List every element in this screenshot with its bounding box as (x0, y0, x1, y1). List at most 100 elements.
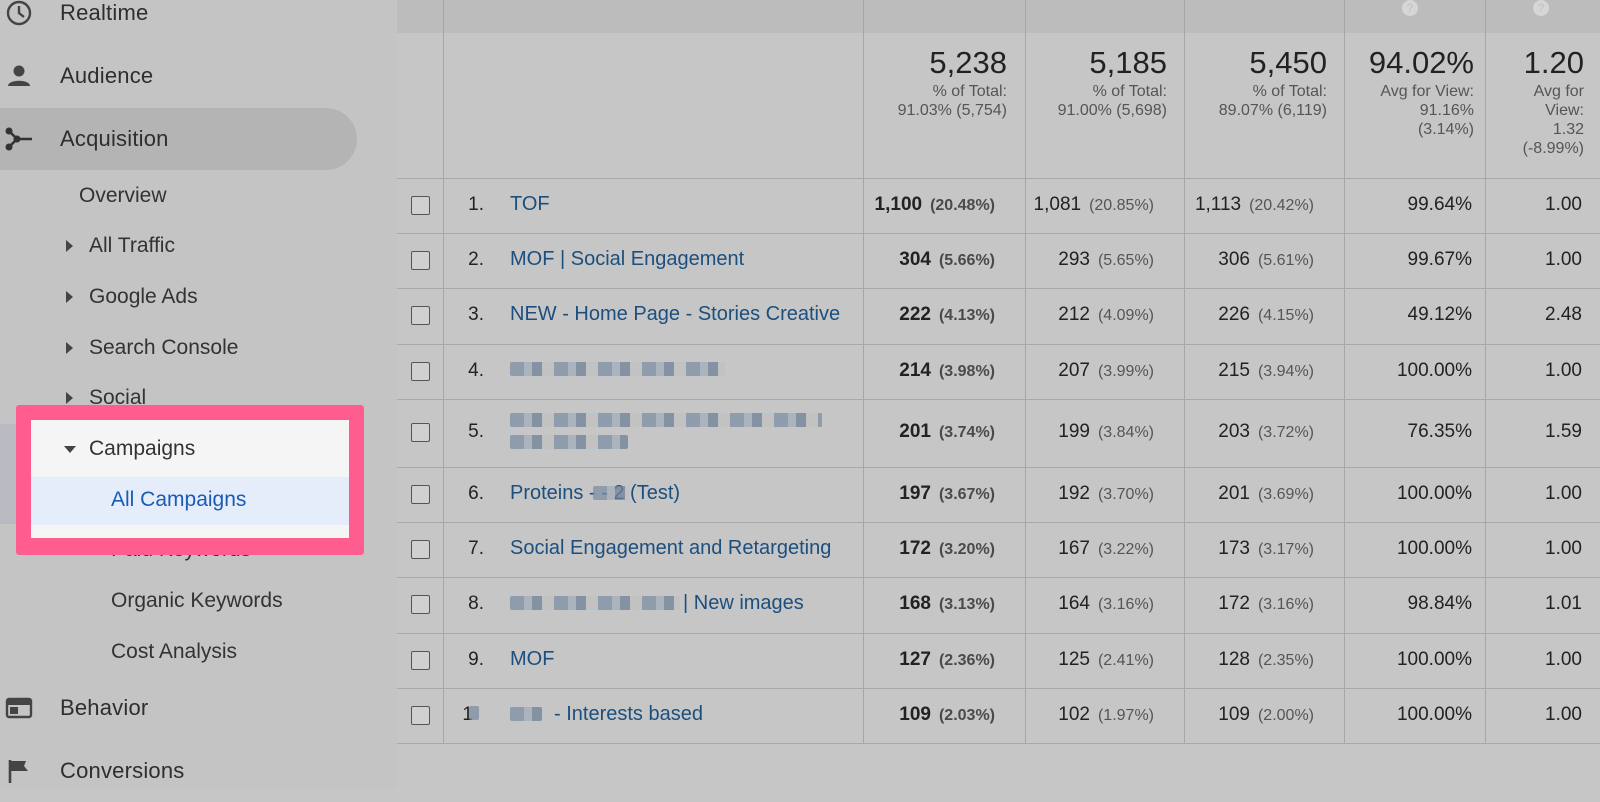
rate-cell: 100.00% (1396, 538, 1472, 559)
cell-percent: (20.48%) (930, 197, 995, 214)
column-divider (863, 0, 864, 744)
campaign-link[interactable]: NEW - Home Page - Stories Creative (510, 303, 841, 325)
acquisition-icon (5, 127, 32, 151)
cell-value: 214 (899, 360, 931, 381)
nav-behavior[interactable]: Behavior (0, 677, 357, 739)
sessions-cell: 127 (2.36%) (899, 649, 995, 671)
nav-organic-keywords[interactable]: Organic Keywords (0, 579, 357, 623)
rate-cell: 99.67% (1407, 249, 1472, 270)
row-divider (397, 233, 1600, 234)
row-checkbox[interactable] (411, 540, 430, 559)
caret-right-icon (66, 342, 73, 354)
table-row[interactable]: 9. MOF 127 (2.36%) 125 (2.41%) 128 (2.35%) … (397, 633, 1600, 688)
cell-percent: (5.66%) (938, 252, 995, 269)
table-row[interactable]: 8. | New images 168 (3.13%) 164 (3.16%) 17… (397, 577, 1600, 633)
table-row[interactable]: 6. Proteins - - 2 (Test) 197(3.67%) 192(… (397, 467, 1600, 522)
redacted-text (510, 413, 822, 427)
rate-cell: 98.84% (1407, 593, 1472, 614)
campaign-link[interactable]: MOF | Social Engagement (510, 248, 745, 270)
sessions-cell: 172 (3.20%) (899, 538, 995, 560)
campaign-link[interactable]: MOF (510, 648, 555, 670)
row-checkbox[interactable] (411, 706, 430, 725)
pageviews-cell: 215 (3.94%) (1218, 360, 1314, 382)
row-checkbox[interactable] (411, 651, 430, 670)
campaign-link[interactable]: TOF (510, 193, 550, 215)
nav-google-ads[interactable]: Google Ads (0, 275, 357, 319)
nav-audience[interactable]: Audience (0, 45, 357, 107)
row-checkbox[interactable] (411, 306, 430, 325)
cell-value: 306 (1218, 249, 1250, 270)
ratio-cell: 1.00 (1545, 649, 1582, 670)
row-checkbox[interactable] (411, 251, 430, 270)
nav-overview[interactable]: Overview (0, 174, 357, 218)
users-cell: 212 (4.09%) (1058, 304, 1154, 326)
total-caption: Avg for View: (1380, 83, 1474, 100)
nav-realtime[interactable]: Realtime (0, 0, 357, 44)
nav-search-console[interactable]: Search Console (0, 326, 357, 370)
row-divider (397, 288, 1600, 289)
person-icon (8, 65, 30, 86)
row-checkbox[interactable] (411, 196, 430, 215)
rate-cell: 100.00% (1396, 360, 1472, 381)
table-row[interactable]: 1 - Interests based 109 (2.03%) 102 (1.97%… (397, 688, 1600, 743)
ratio-cell: 1.00 (1545, 194, 1582, 215)
cell-value: 203 (1218, 421, 1250, 442)
nav-all-traffic[interactable]: All Traffic (0, 224, 357, 268)
nav-all-campaigns[interactable]: All Campaigns (0, 478, 357, 522)
total-value: 1.20 (1523, 45, 1584, 80)
nav-conversions[interactable]: Conversions (0, 740, 357, 802)
pageviews-cell: 201 (3.69%) (1218, 483, 1314, 505)
row-divider (397, 467, 1600, 468)
row-checkbox[interactable] (411, 423, 430, 442)
campaign-link[interactable]: | New images (683, 592, 804, 614)
table-row[interactable]: 7. Social Engagement and Retargeting 172… (397, 522, 1600, 577)
nav-cost-analysis[interactable]: Cost Analysis (0, 630, 357, 674)
users-cell: 167 (3.22%) (1058, 538, 1154, 560)
cell-percent: (3.17%) (1257, 541, 1314, 558)
total-caption: View: (1545, 102, 1584, 119)
row-divider (397, 178, 1600, 179)
row-checkbox[interactable] (411, 485, 430, 504)
total-caption: (3.14%) (1417, 121, 1474, 138)
table-row[interactable]: 1. TOF 1,100 (20.48%) 1,081 (20.85%) 1,113… (397, 178, 1600, 233)
campaign-link[interactable]: Social Engagement and Retargeting (510, 537, 832, 559)
row-checkbox[interactable] (411, 595, 430, 614)
users-cell: 207 (3.99%) (1058, 360, 1154, 382)
sessions-cell: 109 (2.03%) (899, 704, 995, 726)
caret-right-icon (66, 392, 73, 404)
table-row[interactable]: 5. 201 (3.74%) 199 (3.84%) 203 (3.72%) 76.3… (397, 399, 1600, 467)
cell-percent: (20.42%) (1249, 197, 1314, 214)
report-table: ? ? 5,238 % of Total: 91.03% (5,754) 5,1… (397, 0, 1600, 789)
rate-cell: 99.64% (1407, 194, 1472, 215)
table-row[interactable]: 4. 214 (3.98%) 207 (3.99%) 215 (3.94%) 100.… (397, 344, 1600, 399)
table-row[interactable]: 3. NEW - Home Page - Stories Creative 22… (397, 288, 1600, 344)
campaign-link[interactable]: - Interests based (554, 703, 703, 725)
nav-campaigns-label: Campaigns (89, 437, 196, 460)
cell-value: 168 (899, 593, 931, 614)
cell-value: 125 (1058, 649, 1090, 670)
cell-percent: (4.13%) (938, 307, 995, 324)
cell-percent: (4.15%) (1257, 307, 1314, 324)
row-index: 2. (468, 249, 484, 270)
cell-value: 212 (1058, 304, 1090, 325)
cell-value: 102 (1058, 704, 1090, 725)
nav-campaigns[interactable]: Campaigns (0, 427, 357, 471)
caret-right-icon (66, 291, 73, 303)
help-icon[interactable]: ? (1402, 0, 1418, 16)
sidebar-strip (0, 424, 16, 524)
redacted-text (510, 435, 628, 449)
nav-social[interactable]: Social (0, 376, 357, 420)
cell-value: 1,081 (1033, 194, 1082, 215)
cell-percent: (2.00%) (1257, 707, 1314, 724)
row-checkbox[interactable] (411, 362, 430, 381)
help-icon[interactable]: ? (1533, 0, 1549, 16)
nav-acquisition[interactable]: Acquisition (0, 108, 357, 170)
total-pageviews: 5,450 % of Total: 89.07% (6,119) (1219, 44, 1327, 120)
cell-value: 304 (899, 249, 931, 270)
pageviews-cell: 128 (2.35%) (1218, 649, 1314, 671)
table-row[interactable]: 2. MOF | Social Engagement 304 (5.66%) 29… (397, 233, 1600, 288)
cell-percent: (2.41%) (1097, 652, 1154, 669)
nav-conversions-label: Conversions (60, 758, 185, 783)
total-caption: Avg for (1533, 83, 1584, 100)
total-bounce-rate: 94.02% Avg for View: 91.16% (3.14%) (1369, 44, 1474, 139)
